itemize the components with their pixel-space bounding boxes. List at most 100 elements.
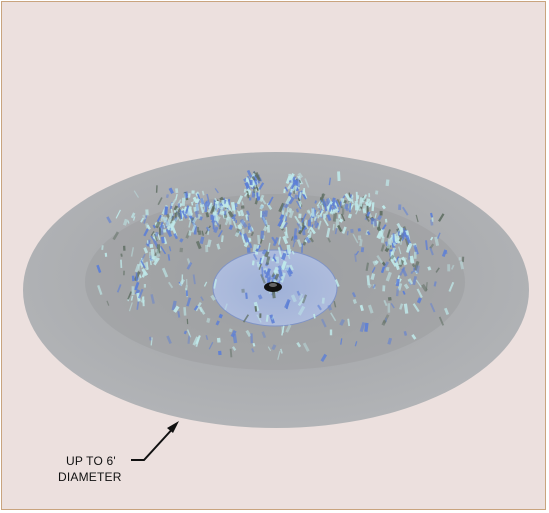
spray-droplet: [236, 195, 244, 205]
spray-droplet: [427, 266, 432, 271]
spray-droplet: [161, 267, 169, 278]
spray-droplet: [425, 240, 429, 251]
spray-droplet: [160, 245, 167, 255]
spray-droplet: [355, 250, 360, 256]
spray-droplet: [153, 257, 160, 266]
spray-droplet: [301, 213, 307, 223]
spray-droplet: [384, 218, 388, 223]
spray-droplet: [332, 209, 336, 214]
spray-droplet: [355, 191, 358, 202]
spray-droplet: [450, 264, 455, 270]
spray-droplet: [333, 300, 337, 308]
spray-droplet: [183, 307, 187, 316]
spray-droplet: [441, 249, 448, 257]
spray-droplet: [370, 218, 375, 225]
spray-droplet: [330, 312, 337, 322]
spray-droplet: [211, 205, 215, 211]
spray-droplet: [223, 210, 227, 216]
spray-droplet: [359, 304, 364, 312]
spray-droplet: [378, 234, 383, 240]
spray-droplet: [175, 207, 180, 212]
spray-droplet: [279, 214, 285, 221]
spray-droplet: [193, 225, 197, 235]
spray-droplet: [364, 322, 369, 332]
spray-droplet: [387, 303, 391, 313]
spray-droplet: [251, 260, 255, 266]
spray-droplet: [259, 203, 265, 210]
spray-droplet: [281, 326, 285, 333]
spray-droplet: [292, 237, 297, 243]
spray-droplet: [140, 260, 146, 269]
spray-droplet: [271, 316, 275, 320]
spray-droplet: [248, 197, 252, 201]
spray-droplet: [354, 253, 357, 262]
spray-droplet: [380, 266, 386, 274]
spray-droplet: [282, 203, 286, 211]
spray-droplet: [403, 330, 408, 336]
spray-droplet: [240, 205, 245, 209]
spray-droplet: [341, 226, 347, 234]
spray-droplet: [186, 329, 192, 338]
spray-droplet: [254, 189, 257, 199]
spray-droplet: [367, 304, 374, 314]
spray-droplet: [407, 278, 414, 285]
spray-droplet: [394, 258, 400, 267]
spray-droplet: [131, 275, 135, 282]
spray-droplet: [192, 336, 199, 346]
spray-droplet: [321, 318, 327, 328]
spray-droplet: [296, 341, 302, 348]
spray-droplet: [349, 203, 352, 213]
spray-droplet: [354, 341, 358, 347]
spray-droplet: [324, 208, 330, 216]
spray-droplet: [385, 271, 392, 282]
spray-droplet: [398, 204, 402, 211]
spray-droplet: [200, 198, 205, 205]
spray-droplet: [195, 240, 202, 250]
spray-droplet: [169, 215, 175, 226]
spray-droplet: [367, 283, 372, 289]
spray-droplet: [258, 182, 265, 191]
spray-droplet: [96, 264, 102, 274]
spray-droplet: [385, 179, 390, 187]
spray-droplet: [329, 329, 333, 336]
spray-droplet: [216, 243, 221, 250]
spray-droplet: [366, 217, 370, 222]
spray-droplet: [295, 208, 299, 213]
spray-droplet: [395, 235, 400, 243]
spray-droplet: [204, 202, 208, 213]
spray-droplet: [199, 204, 205, 214]
spray-droplet: [184, 205, 190, 214]
spray-droplet: [281, 252, 287, 261]
spray-droplet: [116, 284, 122, 293]
spray-droplet: [193, 305, 199, 311]
callout-line-2: DIAMETER: [58, 470, 122, 484]
spray-droplet: [266, 224, 270, 233]
spray-droplet: [278, 275, 283, 281]
spray-droplet: [447, 264, 451, 272]
spray-droplet: [134, 263, 141, 273]
spray-droplet: [231, 213, 237, 220]
spray-droplet: [142, 300, 145, 304]
spray-droplet: [197, 230, 202, 236]
spray-droplet: [376, 226, 382, 232]
spray-droplet: [241, 288, 245, 293]
spray-droplet: [264, 210, 268, 217]
spray-droplet: [149, 336, 152, 341]
spray-droplet: [169, 213, 172, 219]
spray-droplet: [258, 263, 262, 270]
spray-droplet: [216, 201, 222, 208]
spray-droplet: [282, 235, 289, 245]
spray-droplet: [214, 197, 218, 202]
spray-droplet: [187, 193, 191, 198]
spray-droplet: [278, 279, 281, 283]
spray-droplet: [181, 197, 186, 206]
spray-droplet: [291, 185, 297, 192]
spray-droplet: [194, 210, 199, 218]
spray-droplet: [416, 297, 422, 304]
spray-droplet: [356, 195, 360, 199]
spray-droplet: [274, 273, 280, 280]
spray-droplet: [177, 311, 181, 318]
spray-droplet: [122, 218, 128, 226]
water-spray-droplets: [96, 169, 465, 362]
spray-droplet: [205, 335, 209, 341]
